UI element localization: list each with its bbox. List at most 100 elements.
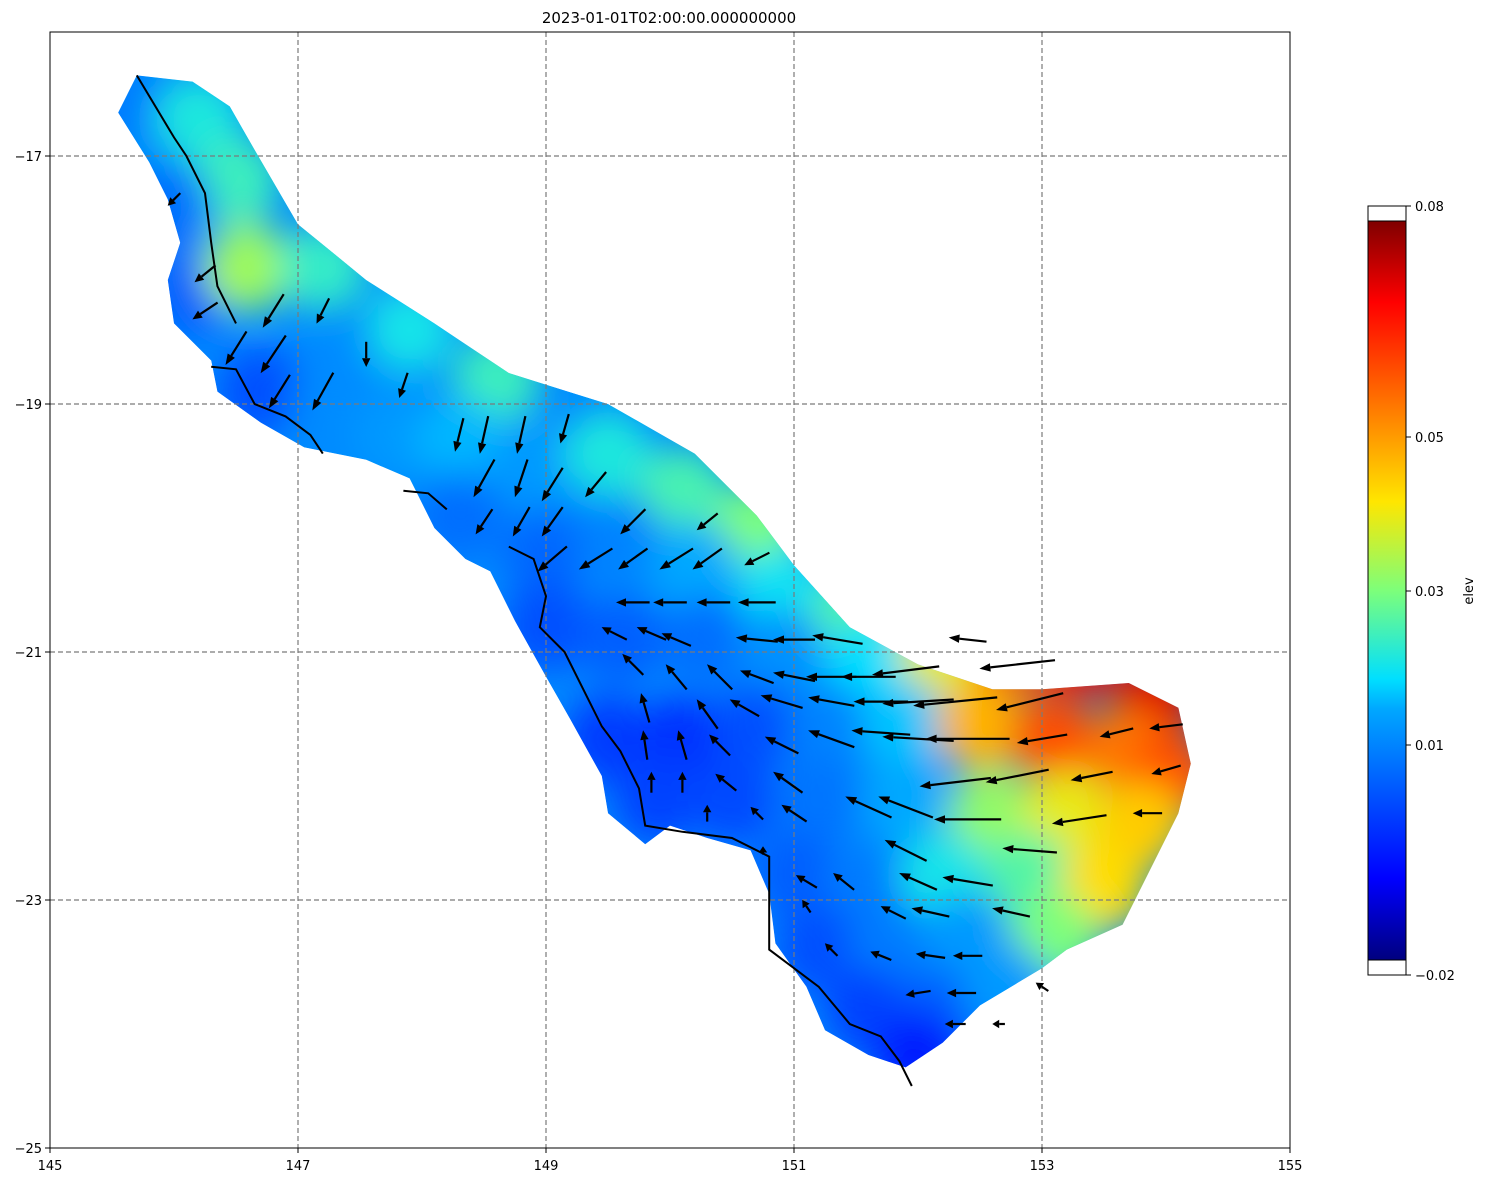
arrow-head [541,489,552,502]
arrow-head [639,693,648,704]
arrow-head [661,633,673,641]
velocity-arrow [653,598,687,607]
arrow-head [919,780,931,790]
velocity-arrow [618,547,649,570]
arrow-head [992,906,1004,915]
velocity-arrow [1002,845,1057,854]
arrow-shaft [544,545,568,566]
y-tick-label: −23 [15,894,42,909]
elev-sample [861,756,950,845]
arrow-head [812,633,824,642]
velocity-arrow [514,459,529,498]
arrow-head [952,951,963,960]
velocity-arrow [781,804,808,823]
arrow-head [878,796,891,805]
arrow-shaft [671,671,688,691]
elevation-field [118,75,1191,1068]
arrow-head [514,485,523,498]
arrow-shaft [953,877,993,887]
arrow-head [729,699,741,708]
colorbar-gradient [1368,221,1406,960]
elev-sample [576,595,665,684]
arrow-shaft [517,459,529,488]
elev-sample [415,471,504,560]
arrow-shaft [199,301,219,316]
arrow-head [647,771,656,780]
arrow-head [703,804,712,813]
arrow-shaft [642,701,651,723]
velocity-arrow [833,873,855,891]
elev-sample [192,136,280,225]
arrow-shaft [854,800,892,819]
arrow-head [944,1019,953,1029]
arrow-shaft [670,636,692,647]
arrow-shaft [456,417,465,443]
y-tick-label: −17 [15,150,42,165]
velocity-arrow [944,1019,966,1029]
arrow-head [781,804,792,814]
arrow-head [806,672,817,681]
arrow-head [760,694,773,703]
arrow-shaft [265,334,287,365]
arrow-head [899,873,911,882]
arrow-shaft [267,293,285,320]
arrow-head [696,699,707,711]
arrow-shaft [561,413,570,435]
velocity-arrow [872,665,940,678]
arrow-head [618,560,629,570]
arrow-shaft [400,372,409,390]
velocity-arrow [851,727,911,736]
velocity-arrow [992,1019,1005,1029]
arrow-head [640,730,649,741]
arrow-head [1070,773,1083,783]
arrow-head [758,846,768,853]
arrow-shaft [546,506,564,529]
arrow-shaft [701,707,719,730]
arrow-head [795,875,806,884]
elev-sample [278,223,367,312]
velocity-arrow [795,875,818,889]
arrow-head [715,773,725,783]
elev-sample [1010,694,1099,783]
elev-sample [936,682,1024,771]
arrow-head [665,664,676,675]
arrow-head [925,734,937,743]
arrow-shaft [893,736,954,742]
arrow-head [678,771,687,780]
arrow-shaft [923,696,998,706]
arrow-head [808,730,820,739]
arrow-shaft [721,778,737,792]
velocity-arrow [992,906,1031,918]
arrow-head [851,727,863,736]
velocity-arrow [1070,770,1113,783]
velocity-arrow [1151,764,1182,776]
arrow-head [773,771,784,782]
x-tick-label: 149 [534,1159,559,1174]
velocity-arrow [541,506,564,537]
arrow-shaft [479,508,494,528]
colorbar-extend-bottom [1367,959,1407,976]
velocity-arrow [715,773,737,792]
velocity-arrow [773,635,815,644]
velocity-arrow [678,771,687,793]
arrow-shaft [924,953,946,959]
arrow-head [559,433,568,444]
arrow-shaft [888,909,907,920]
arrow-head [853,697,865,706]
arrow-head [585,486,595,498]
arrow-head [636,627,648,635]
arrow-head [764,736,777,746]
arrow-shaft [477,458,496,489]
velocity-arrow [478,415,490,454]
arrow-head [979,663,991,672]
elev-sample [489,422,578,510]
velocity-arrow [225,330,248,365]
velocity-arrow [639,693,651,723]
arrow-shaft [959,637,987,643]
velocity-arrow [919,776,992,790]
arrow-shaft [668,547,694,565]
arrow-head [659,560,671,570]
velocity-arrow [194,264,217,283]
velocity-arrow [812,633,863,645]
arrow-shaft [749,673,774,685]
